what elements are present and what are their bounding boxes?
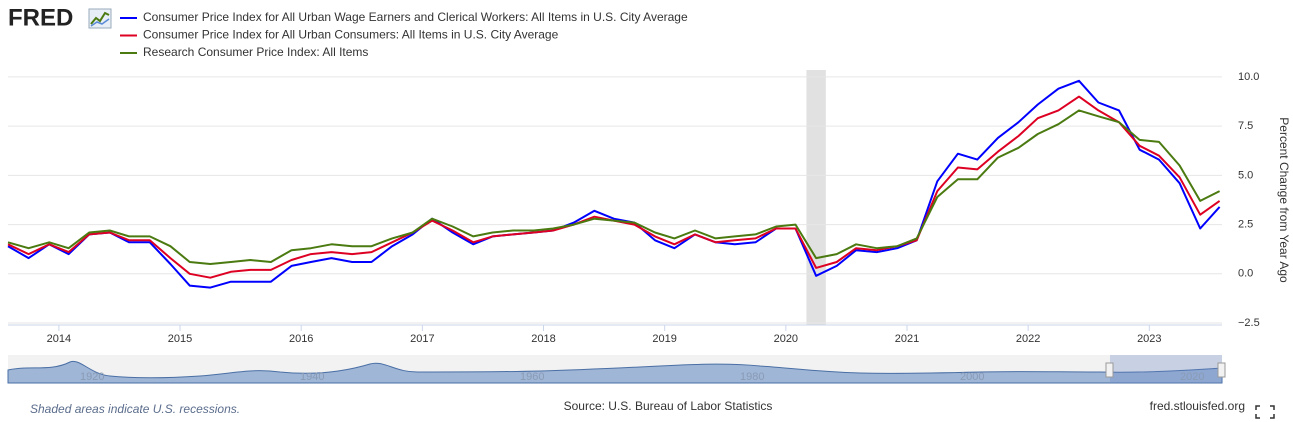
x-tick-label: 2022 [1016, 333, 1040, 345]
y-tick-label: 7.5 [1238, 120, 1253, 132]
navigator-label: 1960 [520, 371, 544, 383]
navigator-label: 2000 [960, 371, 984, 383]
x-tick-label: 2017 [410, 333, 434, 345]
navigator-selection[interactable] [1110, 355, 1222, 383]
navigator[interactable] [7, 355, 1226, 384]
y-tick-label: −2.5 [1238, 317, 1260, 329]
legend-item[interactable]: Consumer Price Index for All Urban Consu… [120, 28, 559, 42]
series-line [7, 109, 1221, 265]
y-tick-label: 5.0 [1238, 169, 1253, 181]
navigator-label: 1980 [740, 371, 764, 383]
logo-icon [88, 8, 112, 29]
navigator-handle[interactable] [1105, 362, 1114, 378]
y-tick-label: 10.0 [1238, 71, 1259, 83]
x-tick-label: 2015 [168, 333, 192, 345]
legend-label: Consumer Price Index for All Urban Consu… [143, 28, 559, 42]
legend-item[interactable]: Consumer Price Index for All Urban Wage … [120, 10, 688, 24]
navigator-label: 1920 [80, 371, 104, 383]
series-line [7, 95, 1221, 279]
x-tick-label: 2018 [531, 333, 555, 345]
navigator-label: 2020 [1180, 371, 1204, 383]
site-link[interactable]: fred.stlouisfed.org [1150, 399, 1245, 413]
legend-label: Consumer Price Index for All Urban Wage … [143, 10, 688, 24]
navigator-label: 1940 [300, 371, 324, 383]
navigator-handle[interactable] [1217, 362, 1226, 378]
x-tick-label: 2014 [47, 333, 71, 345]
legend-label: Research Consumer Price Index: All Items [143, 45, 368, 59]
series-line [7, 79, 1221, 289]
navigator-area [7, 360, 1223, 384]
legend-item[interactable]: Research Consumer Price Index: All Items [120, 45, 368, 59]
recession-note: Shaded areas indicate U.S. recessions. [30, 402, 240, 416]
x-tick-label: 2020 [774, 333, 798, 345]
recession-band [806, 70, 826, 325]
y-tick-label: 0.0 [1238, 268, 1253, 280]
x-tick-label: 2021 [895, 333, 919, 345]
x-tick-label: 2019 [652, 333, 676, 345]
x-tick-label: 2016 [289, 333, 313, 345]
logo: FRED [8, 4, 73, 31]
x-tick-label: 2023 [1137, 333, 1161, 345]
y-tick-label: 2.5 [1238, 218, 1253, 230]
source: Source: U.S. Bureau of Labor Statistics [564, 399, 773, 413]
y-axis-title: Percent Change from Year Ago [1277, 117, 1291, 283]
fullscreen-icon[interactable] [1255, 405, 1275, 419]
